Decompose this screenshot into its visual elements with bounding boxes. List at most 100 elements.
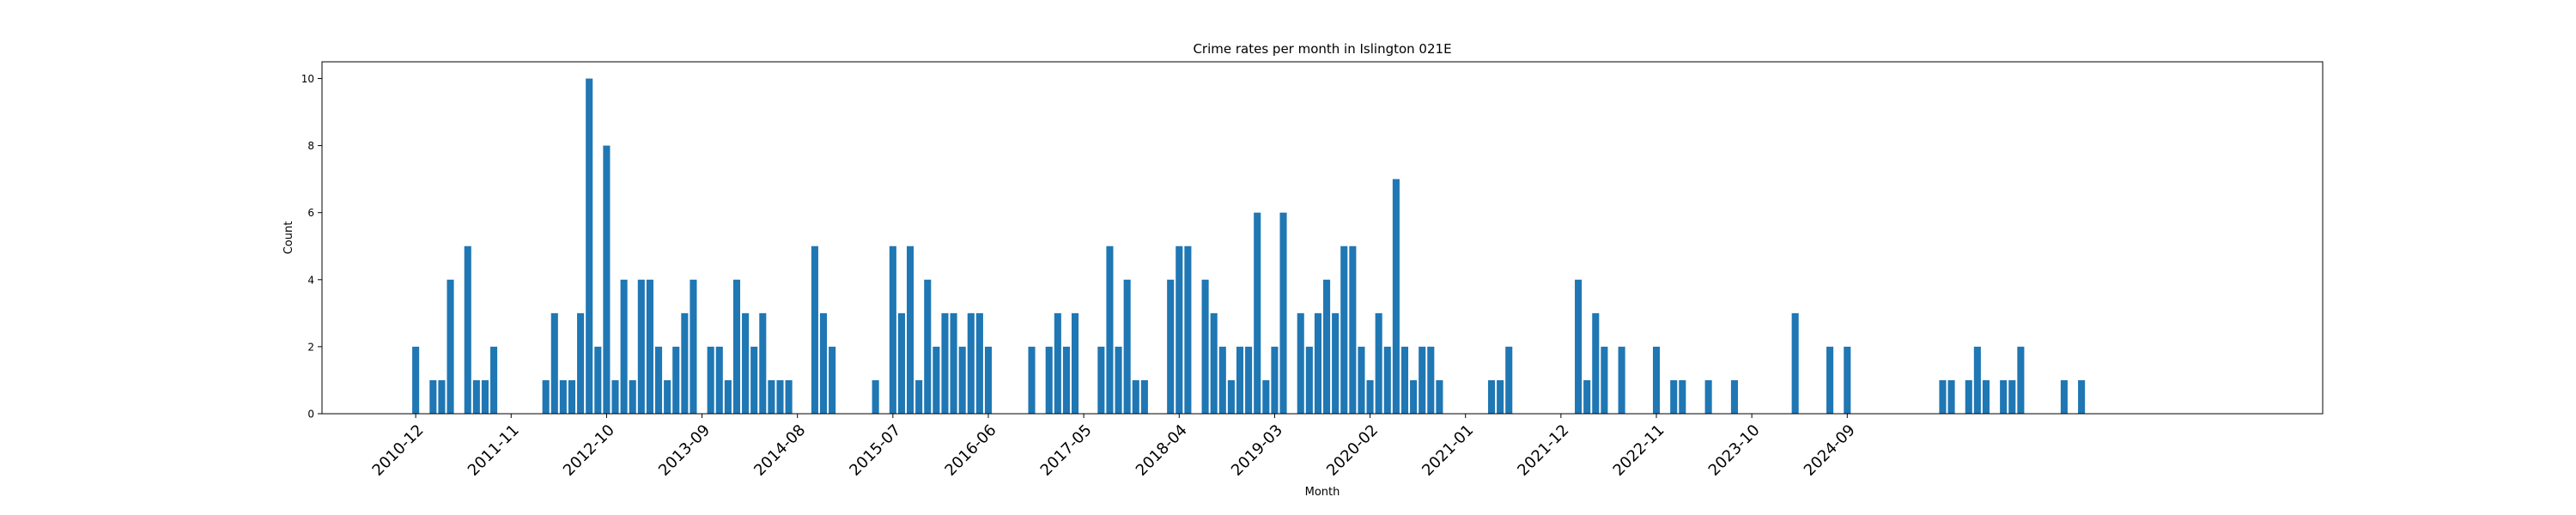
x-tick-label: 2014-08 — [750, 421, 809, 480]
bar — [819, 312, 828, 414]
bar — [568, 379, 576, 414]
bar — [1704, 379, 1712, 414]
bar — [776, 379, 784, 414]
bar — [785, 379, 793, 414]
bar — [811, 245, 818, 414]
bar — [933, 346, 940, 414]
chart-title: Crime rates per month in Islington 021E — [1193, 41, 1451, 57]
bar — [889, 245, 896, 414]
bar — [1028, 346, 1036, 414]
bar — [2017, 346, 2025, 414]
bar — [472, 379, 480, 414]
bar — [664, 379, 671, 414]
bar — [1383, 346, 1391, 414]
bar — [1132, 379, 1139, 414]
bar — [1487, 379, 1496, 414]
bar — [872, 379, 879, 414]
bar — [1826, 346, 1834, 414]
bar — [594, 346, 602, 414]
bar — [1592, 312, 1600, 414]
bar — [1844, 346, 1851, 414]
bar — [1358, 346, 1365, 414]
bar — [1262, 379, 1270, 414]
x-tick-label: 2024-09 — [1801, 421, 1859, 480]
x-tick-label: 2016-06 — [941, 421, 999, 480]
bar — [542, 379, 550, 414]
y-axis: 0 2 4 6 8 10 — [301, 73, 322, 421]
bar — [1271, 346, 1279, 414]
bar — [1314, 312, 1321, 414]
bar — [438, 379, 446, 414]
bar — [829, 346, 836, 414]
bar — [654, 346, 663, 414]
bar — [412, 346, 420, 414]
bar — [1505, 346, 1513, 414]
bar — [1583, 379, 1591, 414]
bar — [1340, 245, 1348, 414]
bar — [1973, 346, 1981, 414]
bar — [1054, 312, 1061, 414]
bar — [1245, 346, 1253, 414]
bar — [1349, 245, 1357, 414]
bar — [984, 346, 993, 414]
bar — [1227, 379, 1235, 414]
bar — [1419, 346, 1426, 414]
bar — [1305, 346, 1313, 414]
bar — [490, 346, 498, 414]
bar — [1323, 279, 1331, 414]
bar — [1097, 346, 1105, 414]
x-tick-label: 2017-05 — [1037, 421, 1096, 480]
bar — [715, 346, 723, 414]
bar — [611, 379, 619, 414]
x-tick-label: 2012-10 — [560, 421, 618, 480]
bar — [1045, 346, 1053, 414]
bar — [1497, 379, 1504, 414]
bar — [1618, 346, 1625, 414]
bar — [1947, 379, 1955, 414]
bar — [603, 145, 611, 414]
bar — [1254, 212, 1261, 414]
bar — [1297, 312, 1304, 414]
bar — [2008, 379, 2016, 414]
bar — [1106, 245, 1114, 414]
bar — [577, 312, 585, 414]
bar — [550, 312, 558, 414]
x-tick-label: 2022-11 — [1610, 421, 1668, 480]
x-tick-label: 2013-09 — [655, 421, 714, 480]
bar — [481, 379, 489, 414]
x-axis: 2010-12 2011-11 2012-10 2013-09 2014-08 2015-… — [369, 414, 1859, 480]
bar — [950, 312, 957, 414]
y-tick-label: 2 — [307, 341, 314, 353]
bar — [1652, 346, 1661, 414]
bar — [2000, 379, 2008, 414]
bar — [975, 312, 983, 414]
y-tick-label: 6 — [307, 207, 314, 219]
bar — [750, 346, 758, 414]
bar — [637, 279, 645, 414]
bar — [967, 312, 975, 414]
bar — [759, 312, 767, 414]
bar — [1427, 346, 1435, 414]
bar — [1575, 279, 1583, 414]
bar — [464, 245, 471, 414]
bar — [1982, 379, 1990, 414]
bar — [1392, 179, 1400, 414]
y-tick-label: 4 — [307, 274, 314, 286]
bar — [1679, 379, 1686, 414]
bar — [1366, 379, 1374, 414]
bar — [1730, 379, 1738, 414]
bar — [768, 379, 775, 414]
bar — [1375, 312, 1382, 414]
bar — [681, 312, 689, 414]
x-axis-label: Month — [1305, 486, 1340, 499]
x-tick-label: 2021-01 — [1419, 421, 1477, 480]
bar — [1601, 346, 1608, 414]
y-axis-label: Count — [283, 221, 295, 255]
bar — [429, 379, 437, 414]
x-tick-label: 2010-12 — [369, 421, 428, 480]
x-tick-label: 2011-11 — [465, 421, 523, 480]
x-tick-label: 2019-03 — [1228, 421, 1286, 480]
bar — [907, 245, 914, 414]
bar — [924, 279, 932, 414]
